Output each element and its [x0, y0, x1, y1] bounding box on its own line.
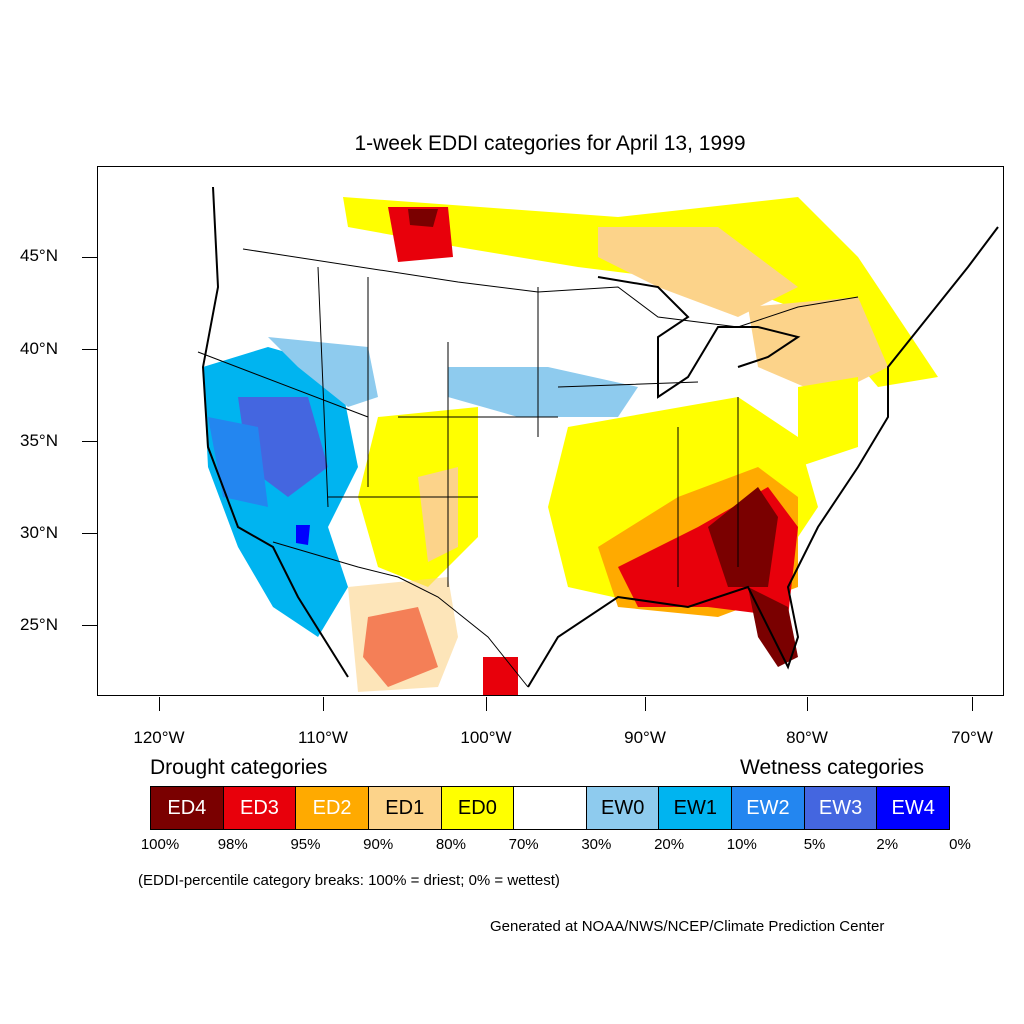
legend-break-label: 80% — [435, 836, 466, 853]
legend-cell-ed3: ED3 — [223, 787, 297, 829]
credit-line: Generated at NOAA/NWS/NCEP/Climate Predi… — [490, 918, 885, 935]
legend-break-label: 10% — [726, 836, 757, 853]
legend-break-label: 2% — [876, 836, 899, 853]
legend-cell-ew1: EW1 — [659, 787, 733, 829]
lat-tick-40 — [82, 349, 97, 350]
lat-tick-25 — [82, 625, 97, 626]
northeast-ed0-region — [798, 377, 858, 467]
lon-tick-70 — [972, 697, 973, 711]
lon-label-90: 90°W — [624, 728, 666, 747]
lon-label-80: 80°W — [786, 728, 828, 747]
legend-cell-ed4: ED4 — [151, 787, 224, 829]
us-mexico-border — [272, 541, 529, 688]
arizona-ew4-mark — [296, 525, 310, 545]
lat-label-45: 45°N — [20, 246, 58, 265]
legend-cell-ed1: ED1 — [368, 787, 442, 829]
canada-region — [343, 197, 938, 387]
georgia-ed4-region — [708, 487, 778, 587]
coastline — [201, 186, 999, 688]
west-ew0-region — [268, 337, 378, 407]
legend-break-label: 5% — [803, 836, 826, 853]
great-lakes — [597, 276, 801, 399]
montana-ed4-region — [408, 209, 438, 227]
canada-ed1-region — [598, 227, 798, 317]
legend-cell-ew2: EW2 — [732, 787, 805, 829]
lat-tick-35 — [82, 441, 97, 442]
lon-tick-110 — [323, 697, 324, 711]
legend-break-label: 70% — [508, 836, 539, 853]
legend-break-label: 100% — [140, 836, 180, 853]
lon-tick-120 — [159, 697, 160, 711]
lon-label-100: 100°W — [460, 728, 512, 747]
legend-cell-ew3: EW3 — [804, 787, 878, 829]
lon-label-70: 70°W — [951, 728, 993, 747]
map-title: 1-week EDDI categories for April 13, 199… — [354, 132, 746, 155]
legend-cell-ew4: EW4 — [877, 787, 950, 829]
legend-cell-ed2: ED2 — [296, 787, 369, 829]
florida-ed4-region — [748, 587, 798, 667]
lat-label-25: 25°N — [20, 615, 58, 634]
legend-break-label: 30% — [581, 836, 612, 853]
lat-tick-30 — [82, 533, 97, 534]
legend-break-label: 0% — [949, 836, 971, 853]
state-lines — [197, 266, 739, 587]
drought-heading: Drought categories — [150, 756, 328, 779]
legend-cell-ew0: EW0 — [586, 787, 660, 829]
lon-tick-90 — [645, 697, 646, 711]
lon-tick-80 — [807, 697, 808, 711]
legend-break-label: 90% — [363, 836, 394, 853]
lat-label-35: 35°N — [20, 431, 58, 450]
lat-label-40: 40°N — [20, 339, 58, 358]
lon-label-110: 110°W — [298, 728, 348, 747]
lat-label-30: 30°N — [20, 523, 58, 542]
legend-break-label: 95% — [290, 836, 321, 853]
plains-ew0-region — [448, 367, 638, 417]
legend-break-label: 98% — [217, 836, 248, 853]
category-note: (EDDI-percentile category breaks: 100% =… — [138, 872, 560, 889]
texas-ed3-region — [483, 657, 518, 695]
mexico-ed1-region — [348, 577, 458, 692]
eddi-map — [97, 166, 1004, 696]
map-canvas — [197, 186, 999, 695]
legend-bar: ED4 ED3 ED2 ED1 ED0 EW0 EW1 EW2 EW3 EW4 — [150, 786, 950, 830]
montana-ed3-region — [388, 207, 453, 262]
legend-cell-neutral — [514, 787, 587, 829]
wetness-heading: Wetness categories — [740, 756, 925, 779]
lon-tick-100 — [486, 697, 487, 711]
us-canada-border — [242, 248, 859, 328]
lat-tick-45 — [82, 257, 97, 258]
northeast-ed1-region — [748, 297, 888, 397]
legend-cell-ed0: ED0 — [441, 787, 515, 829]
legend-break-label: 20% — [654, 836, 685, 853]
lon-label-120: 120°W — [133, 728, 185, 747]
